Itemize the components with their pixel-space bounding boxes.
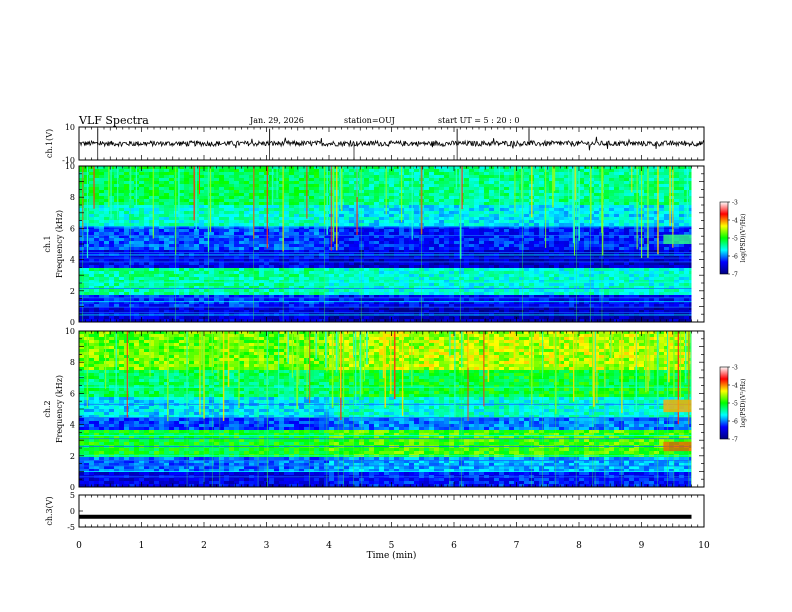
ch3-ytick-2: -5 [67, 523, 75, 532]
ch1-spectrogram-colorbar-tick-2: -5 [732, 236, 738, 243]
ch1-spectrogram-colorbar-tick-0: -3 [732, 200, 738, 207]
xtick-5: 5 [389, 541, 395, 551]
ch1-spectrogram-colorbar-label: log(PSD)(V²/Hz) [740, 214, 747, 263]
ch1-spectrogram-colorbar-tick-1: -4 [732, 218, 738, 225]
ch1-ytick-0: 10 [65, 123, 75, 132]
ch1-ylabel: ch.1(V) [45, 129, 54, 158]
xtick-3: 3 [264, 541, 270, 551]
ch1-spectrogram-panel [78, 165, 705, 323]
ch1-spectrogram-emission-band [663, 234, 692, 244]
ch2-spectrogram-colorbar-tick-4: -7 [732, 437, 738, 444]
ch1-spectrogram-xticks [78, 166, 705, 322]
ch2-spectrogram-colorbar: -3 -4 -5 -6 -7 log(PSD)(V²/Hz) [719, 365, 747, 444]
ch1-spectrogram-ytick-1: 2 [70, 287, 75, 296]
xtick-7: 7 [514, 541, 520, 551]
ch1-spectrogram-ytick-3: 6 [70, 224, 75, 233]
ch1-spectrogram-ytick-2: 4 [70, 256, 75, 265]
ch2-spectrogram-panel [78, 330, 705, 488]
ch2-spectrogram-ytick-4: 8 [70, 358, 75, 367]
ch3-ylabel: ch.3(V) [45, 496, 54, 525]
xtick-1: 1 [139, 541, 145, 551]
ch3-waveform-panel [78, 494, 705, 528]
xtick-2: 2 [201, 541, 207, 551]
ch2-spectrogram-ytick-0: 0 [70, 483, 75, 492]
ch1-spectrogram-ytick-0: 0 [70, 318, 75, 327]
ch1-spectrogram-ylabel-freq: Frequency (kHz) [55, 210, 64, 278]
ch1-waveform-trace [78, 136, 705, 151]
figure-title: VLF Spectra [79, 114, 149, 127]
ch2-spectrogram-colorbar-tick-2: -5 [732, 401, 738, 408]
ch2-spectrogram-emission-band [663, 399, 692, 413]
ch3-xticks [78, 495, 705, 527]
ch2-spectrogram-ytick-5: 10 [65, 327, 75, 336]
ch2-spectrogram-colorbar-tick-1: -4 [732, 383, 738, 390]
ch2-spectrogram-colorbar-tick-0: -3 [732, 365, 738, 372]
ch2-spectrogram-xticks [78, 331, 705, 487]
xtick-6: 6 [451, 541, 457, 551]
ch1-spectrogram-colorbar-tick-3: -6 [732, 254, 738, 261]
ch2-spectrogram-ylabel-channel: ch.2 [43, 400, 52, 417]
ch2-spectrogram-ytick-3: 6 [70, 389, 75, 398]
ch1-spectrogram-colorbar-tick-4: -7 [732, 272, 738, 279]
xtick-8: 8 [576, 541, 582, 551]
ch1-spectrogram-ytick-5: 10 [65, 162, 75, 171]
ch2-spectrogram-ytick-1: 2 [70, 452, 75, 461]
xtick-4: 4 [326, 541, 332, 551]
xtick-9: 9 [639, 541, 645, 551]
ch1-waveform-panel [78, 126, 705, 161]
ch1-spectrogram-ylabel-channel: ch.1 [43, 235, 52, 252]
xtick-0: 0 [76, 541, 82, 551]
station-label: station=OUJ [344, 116, 395, 125]
ch1-ytick-1: -10 [62, 156, 75, 165]
start-time-label: start UT = 5 : 20 : 0 [438, 116, 520, 125]
date-label: Jan. 29, 2026 [250, 116, 304, 125]
ch2-spectrogram-colorbar-tick-3: -6 [732, 419, 738, 426]
ch1-xticks [78, 127, 705, 160]
ch2-spectrogram-ytick-2: 4 [70, 421, 75, 430]
ch1-spectrogram-ytick-4: 8 [70, 193, 75, 202]
ch3-ytick-1: 0 [70, 507, 75, 516]
ch3-ytick-0: 5 [70, 491, 75, 500]
ch2-spectrogram-colorbar-label: log(PSD)(V²/Hz) [740, 379, 747, 428]
ch2-spectrogram-emission-band-2 [663, 441, 692, 452]
ch2-spectrogram-ylabel-freq: Frequency (kHz) [55, 375, 64, 443]
ch1-spectrogram-colorbar: -3 -4 -5 -6 -7 log(PSD)(V²/Hz) [719, 200, 747, 279]
x-axis-label: Time (min) [367, 550, 417, 561]
xtick-10: 10 [698, 541, 710, 551]
